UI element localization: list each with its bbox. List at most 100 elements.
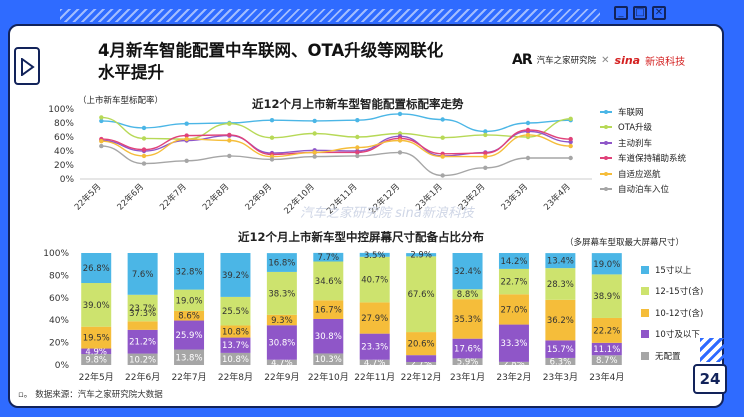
bar-segment bbox=[498, 361, 529, 365]
data-point bbox=[568, 136, 573, 142]
bar-segment bbox=[452, 358, 483, 365]
bar-segment bbox=[498, 268, 529, 295]
bar-segment bbox=[591, 274, 622, 318]
page-number-stripes bbox=[700, 338, 730, 362]
data-point bbox=[568, 116, 573, 122]
series-line bbox=[101, 134, 571, 158]
legend-swatch bbox=[641, 265, 649, 274]
close-icon[interactable]: ✕ bbox=[652, 6, 666, 20]
legend-swatch bbox=[641, 308, 649, 317]
bar-data-label: 4.7% bbox=[364, 358, 386, 368]
sina-logo-mark: sina bbox=[614, 53, 641, 67]
decorative-stripes bbox=[60, 9, 600, 22]
source-text: 数据来源：汽车之家研究院大数据 bbox=[35, 390, 163, 400]
bar-data-label: 9.8% bbox=[85, 356, 107, 366]
line-y-tick-label: 60% bbox=[54, 133, 74, 143]
data-point bbox=[141, 153, 147, 159]
bar-chart-unit-note: （多屏幕车型取最大屏幕尺寸） bbox=[565, 238, 685, 248]
bar-segment bbox=[545, 299, 576, 341]
bar-data-label: 23.3% bbox=[361, 343, 388, 353]
bar-segment bbox=[127, 353, 158, 365]
bar-segment bbox=[545, 268, 576, 300]
legend-item: 自适应巡航 bbox=[600, 166, 686, 182]
legend-swatch bbox=[600, 170, 612, 178]
bar-x-tick-label: 22年7月 bbox=[171, 371, 206, 383]
bar-segment bbox=[359, 252, 390, 257]
data-point bbox=[99, 118, 104, 124]
data-point bbox=[184, 121, 189, 126]
bar-data-label: 32.8% bbox=[176, 267, 203, 277]
legend-label: 10寸及以下 bbox=[655, 330, 700, 341]
legend-item: 自动泊车入位 bbox=[600, 182, 686, 198]
bar-data-label: 26.8% bbox=[83, 264, 110, 274]
bar-data-label: 25.9% bbox=[176, 331, 203, 341]
bar-segment bbox=[174, 320, 205, 350]
data-point bbox=[440, 135, 445, 140]
bar-chart-legend: 15寸以上 12-15寸(含) 10-12寸(含) 10寸及以下 无配置 bbox=[641, 259, 703, 367]
bar-segment bbox=[174, 310, 205, 321]
bar-data-label: 37.3% bbox=[129, 309, 156, 319]
bar-data-label: 39.0% bbox=[83, 301, 110, 311]
data-point bbox=[312, 118, 317, 124]
data-point bbox=[269, 157, 275, 162]
bar-segment bbox=[406, 256, 437, 333]
minimize-icon[interactable]: _ bbox=[614, 6, 628, 20]
legend-swatch bbox=[641, 351, 649, 360]
bar-segment bbox=[452, 253, 483, 290]
bar-segment bbox=[266, 314, 297, 326]
bar-data-label: 3.5% bbox=[364, 251, 386, 261]
data-point bbox=[483, 150, 488, 156]
data-point bbox=[141, 136, 147, 141]
bar-data-label: 15.7% bbox=[547, 345, 574, 355]
legend-item: 车道保持辅助系统 bbox=[600, 151, 686, 167]
bar-data-label: 2.7% bbox=[410, 359, 432, 369]
data-point bbox=[440, 173, 445, 178]
bar-data-label: 7.7% bbox=[317, 253, 339, 263]
legend-label: 主动刹车 bbox=[618, 138, 653, 149]
legend-label: 15寸以上 bbox=[655, 265, 692, 276]
legend-item: 10寸及以下 bbox=[641, 324, 703, 346]
bar-segment bbox=[545, 357, 576, 365]
bar-data-label: 4.9% bbox=[85, 347, 107, 357]
source-mark: ▫。 bbox=[18, 390, 33, 400]
bar-x-tick-label: 22年12月 bbox=[401, 371, 442, 383]
legend-swatch bbox=[600, 154, 612, 162]
legend-label: 12-15寸(含) bbox=[655, 287, 704, 298]
data-point bbox=[355, 118, 360, 123]
legend-label: 车联网 bbox=[618, 107, 644, 118]
bar-data-label: 35.3% bbox=[454, 315, 481, 325]
bar-segment bbox=[81, 354, 112, 365]
autohome-logo-mark: AR bbox=[512, 52, 533, 68]
bar-segment bbox=[591, 355, 622, 365]
bar-x-tick-label: 22年6月 bbox=[125, 371, 160, 383]
bar-data-label: 21.2% bbox=[129, 338, 156, 348]
series-line bbox=[101, 113, 571, 133]
line-y-tick-label: 80% bbox=[54, 119, 74, 129]
bar-y-tick-label: 60% bbox=[49, 294, 69, 304]
data-point bbox=[397, 111, 403, 117]
bar-data-label: 40.7% bbox=[361, 276, 388, 286]
bar-segment bbox=[359, 302, 390, 334]
bar-data-label: 34.6% bbox=[315, 277, 342, 287]
bar-data-label: 22.2% bbox=[593, 326, 620, 336]
page-number: 24 bbox=[693, 364, 727, 394]
data-point bbox=[184, 158, 189, 163]
data-point bbox=[312, 150, 317, 155]
bar-segment bbox=[81, 326, 112, 349]
bar-segment bbox=[498, 253, 529, 269]
bar-segment bbox=[498, 294, 529, 325]
bar-data-label: 22.7% bbox=[500, 278, 527, 288]
line-y-tick-label: 40% bbox=[54, 147, 74, 157]
sina-tech-name: 新浪科技 bbox=[645, 56, 686, 68]
series-line bbox=[101, 145, 571, 177]
data-point bbox=[312, 131, 317, 136]
brand-logos: AR 汽车之家研究院 ✕ sina 新浪科技 bbox=[512, 50, 685, 70]
legend-swatch bbox=[600, 185, 612, 193]
bar-segment bbox=[81, 253, 112, 284]
bar-segment bbox=[81, 283, 112, 327]
bar-segment bbox=[127, 294, 158, 322]
maximize-icon[interactable]: □ bbox=[633, 6, 647, 20]
bar-segment bbox=[220, 253, 251, 297]
bar-data-label: 7.6% bbox=[132, 270, 154, 280]
bar-data-label: 19.5% bbox=[83, 334, 110, 344]
